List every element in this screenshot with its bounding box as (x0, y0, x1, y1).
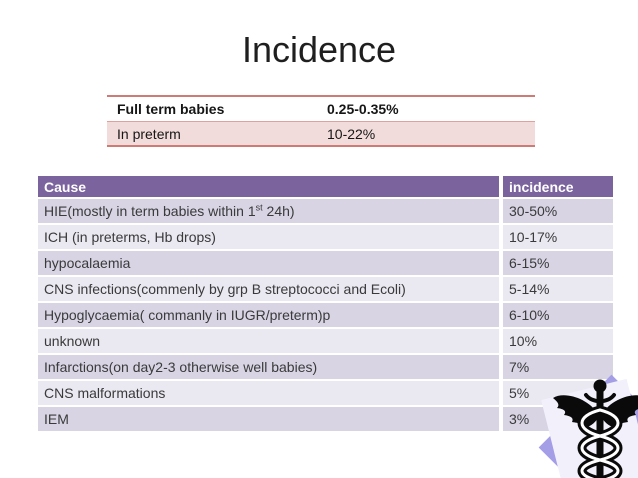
cause-cell: Infarctions(on day2-3 otherwise well bab… (38, 355, 499, 379)
summary-row: Full term babies 0.25-0.35% (107, 97, 535, 121)
table-row: unknown 10% (38, 329, 613, 353)
table-row: hypocalaemia 6-15% (38, 251, 613, 275)
incidence-cell: 6-15% (499, 251, 613, 275)
cause-column-header: Cause (38, 176, 499, 197)
table-row: Hypoglycaemia( commanly in IUGR/preterm)… (38, 303, 613, 327)
cause-cell: IEM (38, 407, 499, 431)
cause-cell: unknown (38, 329, 499, 353)
summary-table: Full term babies 0.25-0.35% In preterm 1… (107, 95, 535, 147)
summary-value: 10-22% (327, 125, 376, 142)
table-header-row: Cause incidence (38, 176, 613, 197)
caduceus-icon (553, 379, 638, 478)
table-row: CNS infections(commenly by grp B strepto… (38, 277, 613, 301)
incidence-column-header: incidence (499, 176, 613, 197)
incidence-cell: 30-50% (499, 199, 613, 223)
table-row: HIE(mostly in term babies within 1st 24h… (38, 199, 613, 223)
cause-cell: CNS infections(commenly by grp B strepto… (38, 277, 499, 301)
incidence-table: Cause incidence HIE(mostly in term babie… (38, 174, 613, 433)
superscript: st (255, 202, 263, 213)
cause-cell: ICH (in preterms, Hb drops) (38, 225, 499, 249)
cause-cell: hypocalaemia (38, 251, 499, 275)
incidence-cell: 10-17% (499, 225, 613, 249)
summary-label: Full term babies (117, 101, 225, 117)
slide-title: Incidence (241, 29, 397, 70)
cause-cell: HIE(mostly in term babies within 1st 24h… (38, 199, 499, 223)
table-row: IEM 3% (38, 407, 613, 431)
summary-row: In preterm 10-22% (107, 121, 535, 145)
incidence-cell: 7% (499, 355, 613, 379)
summary-label: In preterm (117, 125, 181, 142)
incidence-cell: 10% (499, 329, 613, 353)
cause-cell: CNS malformations (38, 381, 499, 405)
incidence-cell: 5-14% (499, 277, 613, 301)
table-row: ICH (in preterms, Hb drops) 10-17% (38, 225, 613, 249)
incidence-cell: 6-10% (499, 303, 613, 327)
table-row: Infarctions(on day2-3 otherwise well bab… (38, 355, 613, 379)
cause-cell: Hypoglycaemia( commanly in IUGR/preterm)… (38, 303, 499, 327)
table-row: CNS malformations 5% (38, 381, 613, 405)
summary-value: 0.25-0.35% (327, 101, 399, 117)
